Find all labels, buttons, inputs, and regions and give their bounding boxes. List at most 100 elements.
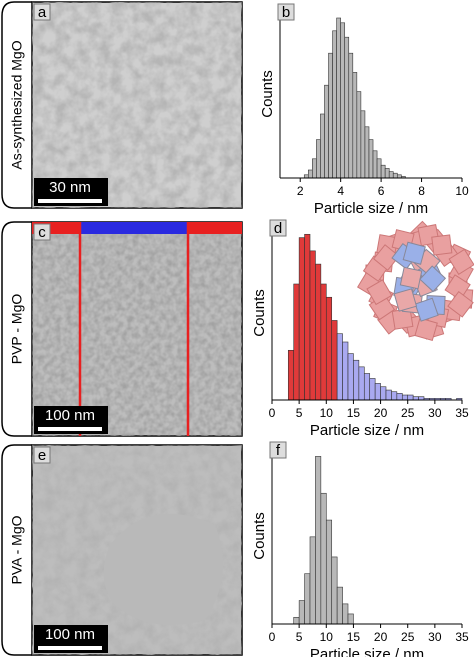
x-axis-label: Particle size / nm	[310, 646, 424, 657]
hist-bar	[287, 349, 295, 401]
x-axis-label: Particle size / nm	[310, 422, 424, 439]
panel-label: a	[38, 4, 47, 21]
tem-image	[32, 2, 242, 208]
pink-cube	[447, 291, 474, 318]
side-frame	[1, 221, 32, 437]
x-tick-label: 5	[296, 630, 303, 644]
panel-label: b	[282, 4, 290, 21]
hist-bar	[364, 126, 370, 179]
hist-bar	[324, 84, 329, 179]
panel-label: f	[276, 442, 281, 459]
hist-bar	[372, 150, 378, 179]
hist-bar	[336, 586, 343, 625]
hist-bar	[293, 283, 300, 401]
side-frame	[1, 1, 32, 209]
hist-bar	[363, 373, 371, 401]
red-band	[188, 222, 242, 234]
hist-bar	[391, 391, 398, 401]
scale-bar-label: 30 nm	[49, 179, 91, 196]
hist-bar	[358, 366, 365, 401]
hist-bar	[320, 492, 327, 625]
pink-cube	[366, 279, 393, 306]
hist-bar	[356, 91, 362, 179]
x-tick-label: 25	[401, 406, 415, 420]
hist-bar	[304, 573, 311, 625]
pink-cube	[414, 297, 439, 322]
hist-bar	[396, 393, 403, 401]
hist-bar	[342, 341, 349, 401]
hist-bar	[298, 237, 305, 401]
x-tick-label: 35	[455, 406, 469, 420]
x-tick-label: 10	[455, 184, 469, 198]
hist-bar	[348, 52, 354, 179]
hist-bar	[347, 353, 354, 401]
hist-bar	[374, 383, 381, 401]
y-axis-label: Counts	[259, 70, 276, 118]
panel-label: e	[38, 447, 46, 464]
pink-cube	[393, 288, 418, 312]
hist-bar	[340, 22, 346, 179]
sample-label: As-synthesized MgO	[9, 40, 25, 169]
x-tick-label: 4	[337, 184, 344, 198]
blue-band	[80, 222, 188, 234]
hist-bar	[331, 556, 338, 625]
x-tick-label: 10	[320, 630, 334, 644]
hist-bar	[344, 36, 350, 179]
pink-cube	[419, 265, 447, 293]
hist-bar	[315, 263, 322, 401]
hist-bar	[304, 233, 311, 401]
hist-bar	[368, 139, 374, 179]
side-frame	[1, 444, 32, 656]
x-tick-label: 35	[455, 630, 469, 644]
x-axis-label: Particle size / nm	[314, 200, 428, 217]
hist-bar	[316, 139, 321, 179]
hist-bar	[342, 603, 349, 625]
y-axis-label: Counts	[251, 289, 268, 337]
scale-bar-label: 100 nm	[45, 626, 95, 643]
pink-cube	[431, 234, 453, 256]
hist-bar	[347, 613, 354, 625]
x-tick-label: 0	[269, 630, 276, 644]
x-tick-label: 30	[428, 406, 442, 420]
particle-illustration	[357, 220, 474, 342]
x-tick-label: 6	[378, 184, 385, 198]
hist-bar	[325, 296, 333, 401]
hist-bar	[369, 378, 376, 401]
y-axis-label: Counts	[251, 512, 268, 560]
hist-bar	[312, 158, 317, 179]
tem-image	[32, 222, 242, 436]
hist-bar	[352, 72, 358, 179]
panel-label-box	[277, 3, 295, 21]
hist-bar	[315, 456, 322, 625]
sample-label: PVP - MgO	[9, 294, 25, 365]
x-tick-label: 5	[296, 406, 303, 420]
hist-bar	[309, 536, 316, 625]
panel-label-box	[33, 223, 51, 241]
hist-bar	[309, 250, 316, 401]
hist-bar	[328, 52, 333, 179]
hist-bar	[332, 30, 337, 179]
panel-label-box	[269, 219, 287, 237]
hist-bar	[388, 171, 394, 179]
x-tick-label: 2	[297, 184, 304, 198]
hist-bar	[320, 113, 325, 179]
hist-bar	[298, 600, 305, 625]
hist-bar	[308, 169, 313, 179]
x-tick-label: 25	[401, 630, 415, 644]
x-tick-label: 0	[269, 406, 276, 420]
hist-bar	[380, 386, 387, 401]
x-tick-label: 20	[374, 630, 388, 644]
panel-label-box	[33, 3, 51, 21]
panel-label: d	[274, 220, 282, 237]
hist-bar	[380, 164, 386, 179]
x-tick-label: 20	[374, 406, 388, 420]
x-tick-label: 30	[428, 630, 442, 644]
tem-hole	[103, 513, 223, 625]
pink-cube	[444, 274, 471, 301]
x-tick-label: 15	[347, 630, 361, 644]
pink-cube	[373, 244, 400, 271]
panel-label-box	[33, 446, 51, 464]
hist-bar	[392, 172, 398, 179]
sample-label: PVA - MgO	[9, 515, 25, 584]
